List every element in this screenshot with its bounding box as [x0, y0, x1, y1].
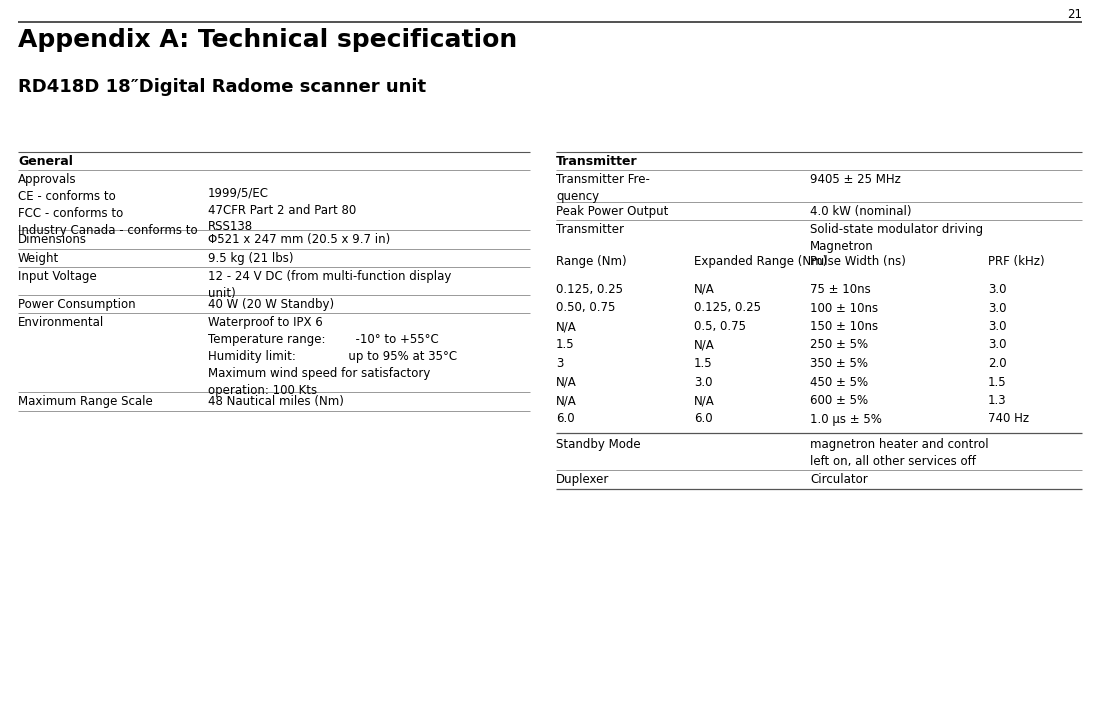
Text: 2.0: 2.0 — [988, 357, 1007, 370]
Text: 1.0 μs ± 5%: 1.0 μs ± 5% — [810, 412, 882, 425]
Text: Range (Nm): Range (Nm) — [556, 255, 627, 268]
Text: 12 - 24 V DC (from multi-function display
unit): 12 - 24 V DC (from multi-function displa… — [208, 270, 451, 300]
Text: N/A: N/A — [694, 339, 715, 352]
Text: 4.0 kW (nominal): 4.0 kW (nominal) — [810, 205, 912, 218]
Text: 3.0: 3.0 — [988, 283, 1007, 296]
Text: Appendix A: Technical specification: Appendix A: Technical specification — [18, 28, 517, 52]
Text: Duplexer: Duplexer — [556, 473, 609, 486]
Text: 3.0: 3.0 — [988, 339, 1007, 352]
Text: 250 ± 5%: 250 ± 5% — [810, 339, 868, 352]
Text: Environmental: Environmental — [18, 316, 104, 329]
Text: 3.0: 3.0 — [988, 301, 1007, 314]
Text: 3.0: 3.0 — [988, 320, 1007, 333]
Text: 0.5, 0.75: 0.5, 0.75 — [694, 320, 746, 333]
Text: 150 ± 10ns: 150 ± 10ns — [810, 320, 878, 333]
Text: 48 Nautical miles (Nm): 48 Nautical miles (Nm) — [208, 395, 344, 408]
Text: N/A: N/A — [694, 283, 715, 296]
Text: 9405 ± 25 MHz: 9405 ± 25 MHz — [810, 173, 901, 186]
Text: Standby Mode: Standby Mode — [556, 438, 640, 451]
Text: RD418D 18″Digital Radome scanner unit: RD418D 18″Digital Radome scanner unit — [18, 78, 426, 96]
Text: 1.3: 1.3 — [988, 394, 1007, 407]
Text: General: General — [18, 155, 73, 168]
Text: 450 ± 5%: 450 ± 5% — [810, 375, 868, 389]
Text: Transmitter: Transmitter — [556, 155, 638, 168]
Text: N/A: N/A — [556, 320, 576, 333]
Text: Maximum Range Scale: Maximum Range Scale — [18, 395, 153, 408]
Text: 6.0: 6.0 — [556, 412, 574, 425]
Text: Power Consumption: Power Consumption — [18, 298, 135, 311]
Text: Weight: Weight — [18, 252, 59, 265]
Text: 0.125, 0.25: 0.125, 0.25 — [694, 301, 761, 314]
Text: 1999/5/EC
47CFR Part 2 and Part 80
RSS138: 1999/5/EC 47CFR Part 2 and Part 80 RSS13… — [208, 186, 356, 233]
Text: 9.5 kg (21 lbs): 9.5 kg (21 lbs) — [208, 252, 294, 265]
Text: Transmitter: Transmitter — [556, 223, 624, 236]
Text: PRF (kHz): PRF (kHz) — [988, 255, 1045, 268]
Text: magnetron heater and control
left on, all other services off: magnetron heater and control left on, al… — [810, 438, 989, 468]
Text: 0.50, 0.75: 0.50, 0.75 — [556, 301, 615, 314]
Text: 6.0: 6.0 — [694, 412, 713, 425]
Text: Peak Power Output: Peak Power Output — [556, 205, 669, 218]
Text: Waterproof to IPX 6
Temperature range:        -10° to +55°C
Humidity limit:     : Waterproof to IPX 6 Temperature range: -… — [208, 316, 458, 397]
Text: 40 W (20 W Standby): 40 W (20 W Standby) — [208, 298, 334, 311]
Text: Transmitter Fre-
quency: Transmitter Fre- quency — [556, 173, 650, 203]
Text: Expanded Range (Nm): Expanded Range (Nm) — [694, 255, 827, 268]
Text: 740 Hz: 740 Hz — [988, 412, 1030, 425]
Text: 0.125, 0.25: 0.125, 0.25 — [556, 283, 623, 296]
Text: 100 ± 10ns: 100 ± 10ns — [810, 301, 878, 314]
Text: N/A: N/A — [556, 394, 576, 407]
Text: Pulse Width (ns): Pulse Width (ns) — [810, 255, 906, 268]
Text: 350 ± 5%: 350 ± 5% — [810, 357, 868, 370]
Text: Φ521 x 247 mm (20.5 x 9.7 in): Φ521 x 247 mm (20.5 x 9.7 in) — [208, 233, 390, 246]
Text: 75 ± 10ns: 75 ± 10ns — [810, 283, 871, 296]
Text: Approvals
CE - conforms to
FCC - conforms to
Industry Canada - conforms to: Approvals CE - conforms to FCC - conform… — [18, 173, 198, 237]
Text: 1.5: 1.5 — [988, 375, 1007, 389]
Text: 3: 3 — [556, 357, 563, 370]
Text: Dimensions: Dimensions — [18, 233, 87, 246]
Text: 3.0: 3.0 — [694, 375, 713, 389]
Text: 600 ± 5%: 600 ± 5% — [810, 394, 868, 407]
Text: Circulator: Circulator — [810, 473, 868, 486]
Text: 1.5: 1.5 — [694, 357, 713, 370]
Text: Solid-state modulator driving
Magnetron: Solid-state modulator driving Magnetron — [810, 223, 983, 253]
Text: N/A: N/A — [694, 394, 715, 407]
Text: 21: 21 — [1067, 8, 1082, 21]
Text: 1.5: 1.5 — [556, 339, 574, 352]
Text: Input Voltage: Input Voltage — [18, 270, 97, 283]
Text: N/A: N/A — [556, 375, 576, 389]
